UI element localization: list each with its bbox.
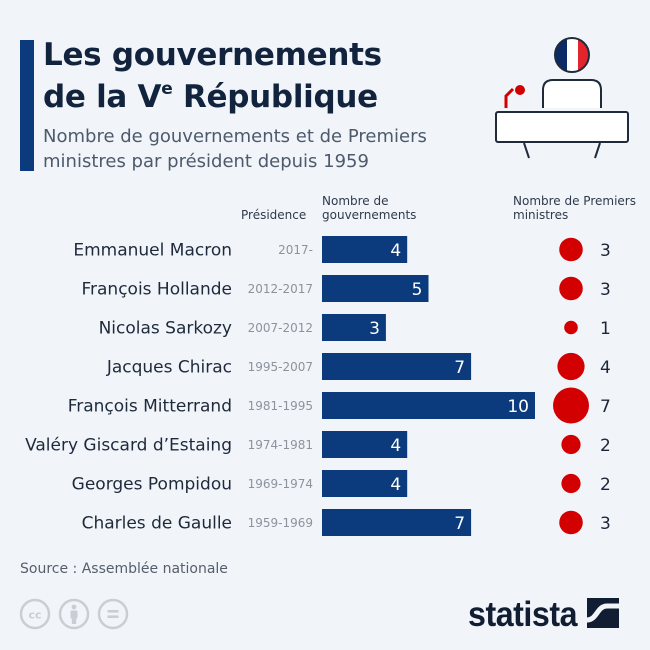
- presidency-years: 1974-1981: [248, 438, 313, 452]
- statista-logo[interactable]: statista: [468, 595, 619, 635]
- prime-ministers-dot: [557, 352, 585, 381]
- cc-icon[interactable]: cc: [19, 598, 51, 630]
- governments-bar: [322, 392, 535, 419]
- prime-ministers-dot: [561, 473, 581, 494]
- governments-bar: [322, 275, 429, 302]
- president-name: François Mitterrand: [68, 397, 232, 417]
- prime-ministers-dot: [559, 237, 583, 262]
- president-name: Emmanuel Macron: [73, 241, 232, 261]
- title-line-2-post: République: [172, 79, 378, 115]
- presidency-years: 2017-: [278, 243, 313, 257]
- prime-ministers-value-label: 2: [600, 475, 611, 495]
- statista-mark-icon: [586, 598, 619, 632]
- license-icons: cc: [19, 598, 129, 630]
- governments-bar: [322, 509, 472, 536]
- prime-ministers-value-label: 1: [600, 319, 611, 339]
- attribution-icon[interactable]: [58, 598, 90, 630]
- prime-ministers-value-label: 3: [600, 241, 611, 261]
- subtitle: Nombre de gouvernements et de Premiers m…: [43, 126, 427, 172]
- page-title: Les gouvernements de la Ve République: [43, 34, 382, 118]
- governments-value-label: 7: [454, 358, 465, 378]
- presidency-years: 1959-1969: [248, 516, 313, 530]
- france-flag-icon: [554, 37, 590, 73]
- presidency-years: 1995-2007: [248, 360, 313, 374]
- prime-ministers-value-label: 4: [600, 358, 611, 378]
- president-name: Valéry Giscard d’Estaing: [25, 436, 232, 456]
- president-name: Charles de Gaulle: [82, 514, 232, 534]
- presidency-years: 1969-1974: [248, 477, 313, 491]
- governments-bar: [322, 431, 408, 458]
- prime-ministers-dot: [559, 510, 583, 535]
- prime-ministers-value-label: 3: [600, 514, 611, 534]
- president-name: Nicolas Sarkozy: [99, 319, 232, 339]
- presidency-years: 2012-2017: [248, 282, 313, 296]
- governments-bar: [322, 353, 472, 380]
- president-name: Jacques Chirac: [106, 358, 232, 378]
- svg-text:cc: cc: [28, 609, 41, 622]
- title-superscript: e: [161, 79, 173, 99]
- prime-ministers-value-label: 7: [600, 397, 611, 417]
- governments-bar: [322, 470, 408, 497]
- title-line-1: Les gouvernements: [43, 37, 382, 73]
- prime-ministers-dot: [553, 387, 589, 424]
- title-accent-bar: [20, 40, 34, 171]
- governments-bar: [322, 314, 386, 341]
- governments-value-label: 4: [390, 475, 401, 495]
- column-header-governments: Nombre de gouvernements: [322, 194, 417, 222]
- governments-value-label: 4: [390, 241, 401, 261]
- statista-wordmark: statista: [468, 595, 578, 634]
- prime-ministers-dot: [564, 320, 578, 335]
- prime-ministers-dot: [561, 434, 581, 455]
- governments-value-label: 4: [390, 436, 401, 456]
- governments-value-label: 5: [412, 280, 423, 300]
- governments-value-label: 7: [454, 514, 465, 534]
- governments-value-label: 10: [507, 397, 529, 417]
- prime-ministers-dot: [559, 276, 583, 301]
- governments-bar: [322, 236, 408, 263]
- no-derivatives-icon[interactable]: [97, 598, 129, 630]
- presidency-years: 2007-2012: [248, 321, 313, 335]
- governments-value-label: 3: [369, 319, 380, 339]
- presidency-years: 1981-1995: [248, 399, 313, 413]
- president-name: François Hollande: [81, 280, 232, 300]
- president-podium-icon: [480, 20, 650, 190]
- title-line-2-pre: de la V: [43, 79, 162, 115]
- source-note: Source : Assemblée nationale: [20, 561, 228, 577]
- column-header-prime-ministers: Nombre de Premiers ministres: [513, 194, 636, 222]
- prime-ministers-value-label: 2: [600, 436, 611, 456]
- president-name: Georges Pompidou: [72, 475, 232, 495]
- column-header-presidence: Présidence: [241, 208, 307, 222]
- prime-ministers-value-label: 3: [600, 280, 611, 300]
